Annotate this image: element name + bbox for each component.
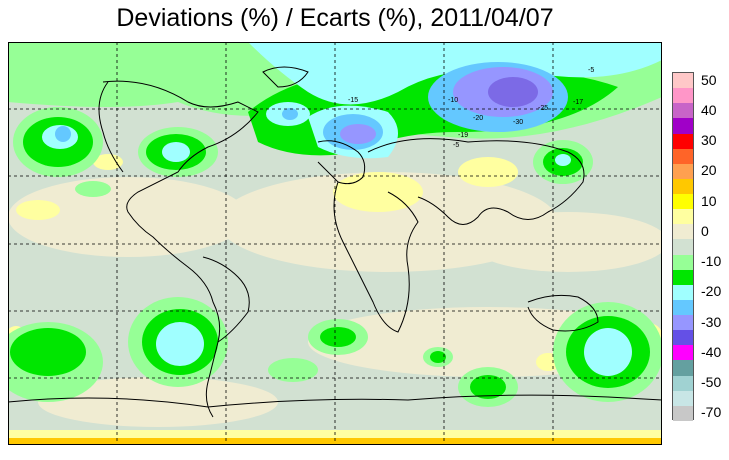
colorbar-cell [673, 299, 693, 316]
colorbar-cell [673, 284, 693, 301]
contour-label: -10 [448, 97, 458, 104]
colorbar-tick-label: -50 [701, 374, 722, 391]
colorbar-cell [673, 360, 693, 377]
contour-label: -20 [473, 115, 483, 122]
colorbar-cell [673, 405, 693, 422]
colorbar-tick-label: 40 [701, 101, 717, 118]
contour-labels: -5 -10 -25 -17 -20 -30 -15 -19 -5 [348, 67, 594, 149]
colorbar-tick-label: 50 [701, 71, 717, 88]
contour-label: -19 [458, 132, 468, 139]
colorbar-tick-label: 0 [701, 222, 709, 239]
colorbar-cell [673, 390, 693, 407]
map-frame [8, 42, 662, 445]
contour-label: -5 [588, 67, 594, 74]
colorbar-tick-label: -40 [701, 343, 722, 360]
colorbar-tick-label: -10 [701, 253, 722, 270]
colorbar-cell [673, 103, 693, 119]
colorbar-cell [673, 118, 693, 135]
colorbar-tick-label: 10 [701, 192, 717, 209]
deviation-map: -5 -10 -25 -17 -20 -30 -15 -19 -5 [8, 42, 662, 445]
colorbar-tick-label: 20 [701, 162, 717, 179]
colorbar-cell [673, 345, 693, 361]
colorbar-cell [673, 73, 693, 89]
map-title: Deviations (%) / Ecarts (%), 2011/04/07 [116, 4, 554, 32]
coastlines [8, 66, 662, 418]
colorbar-cell [673, 375, 693, 392]
south-pole-strip [8, 438, 662, 445]
colorbar-cell [673, 163, 693, 180]
colorbar-tick-label: -20 [701, 283, 722, 300]
colorbar-cell [673, 133, 693, 150]
colorbar-cell [673, 209, 693, 225]
colorbar-tick-label: 30 [701, 132, 717, 149]
colorbar-cell [673, 148, 693, 165]
colorbar-tick-label: -70 [701, 404, 722, 421]
colorbar-cell [673, 224, 693, 240]
contour-label: -30 [513, 119, 523, 126]
colorbar-cell [673, 88, 693, 104]
contour-label: -15 [348, 97, 358, 104]
contour-label: -5 [453, 142, 459, 149]
graticule [8, 42, 662, 445]
colorbar-cell [673, 330, 693, 346]
contour-label: -25 [538, 105, 548, 112]
colorbar-cell [673, 178, 693, 195]
map-canvas: -5 -10 -25 -17 -20 -30 -15 -19 -5 [8, 42, 662, 445]
colorbar [672, 72, 694, 422]
contour-label: -17 [573, 99, 583, 106]
colorbar-tick-label: -30 [701, 313, 722, 330]
colorbar-cell [673, 315, 693, 331]
minus-thirty-five-regions [488, 77, 538, 107]
colorbar-cell [673, 239, 693, 256]
colorbar-cell [673, 269, 693, 286]
colorbar-cell [673, 254, 693, 271]
colorbar-cell [673, 194, 693, 210]
